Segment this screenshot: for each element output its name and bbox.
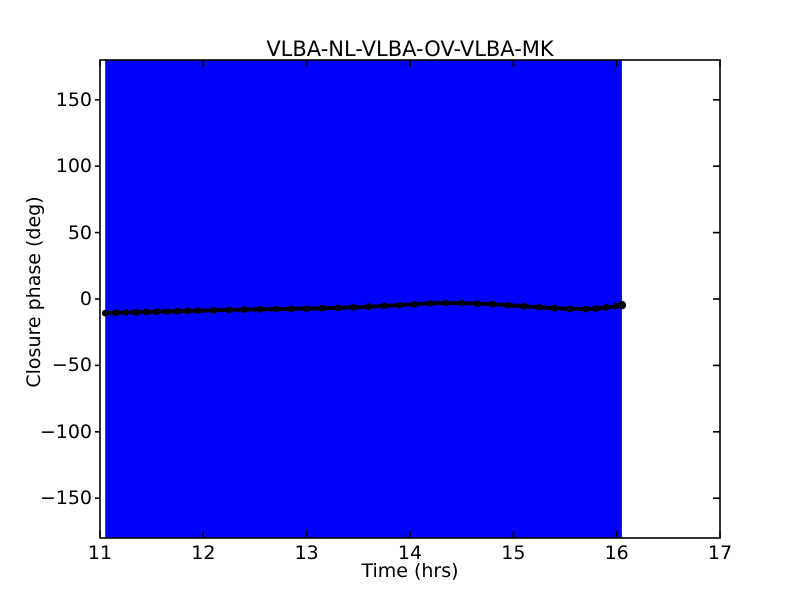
y-tick-label: 100 [55,155,92,178]
series-marker-closure-phase [411,300,419,308]
y-tick-label: 50 [67,221,92,244]
series-marker-closure-phase [520,302,528,310]
series-marker-closure-phase [602,304,610,311]
series-marker-closure-phase [241,306,249,313]
y-tick-label: 0 [79,288,92,310]
x-tick-label: 15 [501,542,526,564]
series-marker-closure-phase [334,304,342,312]
series-marker-closure-phase [174,307,181,315]
series-marker-closure-phase [210,306,218,314]
series-marker-closure-phase [303,305,311,312]
series-marker-closure-phase [318,304,326,312]
series-marker-closure-phase [551,304,559,312]
series-marker-closure-phase [365,303,373,311]
highlight-span [105,60,622,538]
series-marker-closure-phase [442,299,450,307]
series-marker-closure-phase [132,308,140,316]
x-tick-label: 17 [707,542,733,564]
series-marker-closure-phase [163,308,171,315]
x-tick-label: 11 [87,542,113,564]
series-marker-closure-phase [101,309,109,317]
y-axis-label: Closure phase (deg) [23,196,45,388]
series-marker-closure-phase [112,309,119,317]
y-tick-label: 150 [55,88,92,111]
series-marker-closure-phase [566,305,574,313]
series-marker-closure-phase [349,304,357,311]
series-marker-closure-phase [427,300,435,307]
series-marker-closure-phase [143,308,150,316]
x-tick-label: 16 [604,542,629,564]
series-marker-closure-phase [592,305,600,312]
series-marker-closure-phase [272,305,280,313]
series-marker-closure-phase [582,305,590,313]
series-marker-closure-phase [256,306,264,313]
series-marker-closure-phase [184,307,192,315]
series-marker-closure-phase [287,305,295,313]
series-marker-closure-phase [194,307,202,315]
series-marker-closure-phase [617,300,627,310]
series-marker-closure-phase [504,301,512,309]
series-marker-closure-phase [535,303,543,311]
series-marker-closure-phase [396,301,404,309]
x-tick-label: 13 [294,542,319,564]
series-marker-closure-phase [225,306,233,314]
chart-title: VLBA-NL-VLBA-OV-VLBA-MK [266,37,554,61]
x-tick-label: 12 [191,542,216,564]
y-tick-label: −100 [39,420,92,443]
y-tick-label: −150 [39,487,92,510]
axes-frame [99,59,721,539]
x-axis-label: Time (hrs) [361,560,459,582]
y-tick-label: −50 [51,354,92,377]
x-tick-label: 14 [397,542,423,564]
series-marker-closure-phase [489,300,497,308]
series-marker-closure-phase [153,308,161,316]
series-marker-closure-phase [122,309,130,316]
series-marker-closure-phase [380,302,388,310]
series-marker-closure-phase [458,299,466,307]
series-marker-closure-phase [473,300,481,307]
